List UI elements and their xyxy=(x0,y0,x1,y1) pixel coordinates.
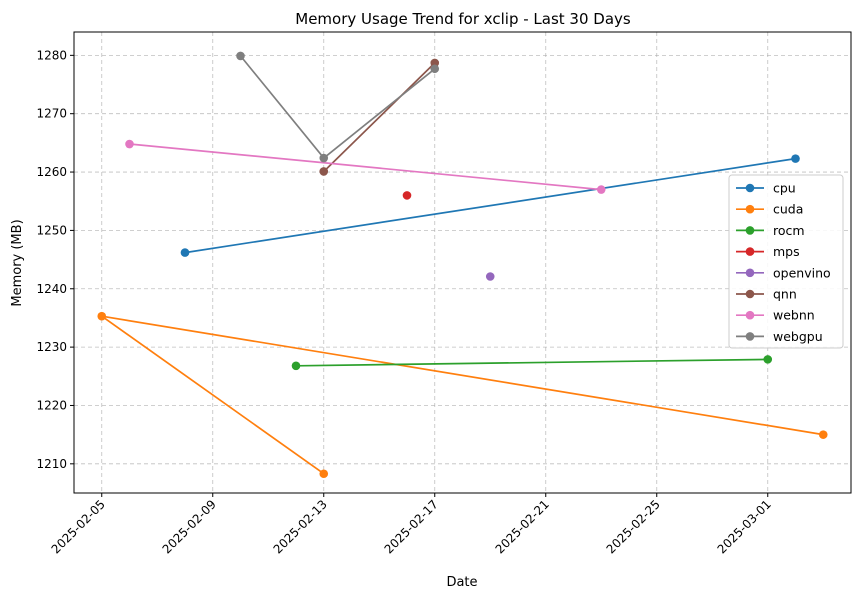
data-point-webgpu xyxy=(319,153,329,163)
x-tick-label: 2025-02-21 xyxy=(493,497,552,556)
series-rocm xyxy=(291,355,773,371)
x-axis-label: Date xyxy=(446,575,477,590)
legend-item-qnn: qnn xyxy=(736,287,797,302)
y-tick-label: 1280 xyxy=(36,48,67,62)
legend-label: openvino xyxy=(773,265,831,280)
data-point-openvino xyxy=(485,272,495,281)
data-point-cuda xyxy=(818,430,828,439)
x-tick-label: 2025-03-01 xyxy=(715,497,774,556)
y-axis-label: Memory (MB) xyxy=(10,219,25,306)
series-openvino xyxy=(485,272,495,281)
series-line-webgpu xyxy=(239,55,436,160)
data-point-cuda xyxy=(97,311,107,321)
data-point-webnn xyxy=(125,139,134,149)
plot-frame xyxy=(73,31,852,494)
y-tick-label: 1240 xyxy=(36,282,67,296)
y-tick-label: 1220 xyxy=(36,398,67,412)
series-webnn xyxy=(125,139,606,194)
legend-label: cuda xyxy=(773,202,803,217)
legend: cpu cuda rocm mps openvino qnn webnn webgpu xyxy=(728,174,844,349)
legend-swatch-marker xyxy=(745,332,755,341)
y-axis-ticks: 1210 1220 1230 1240 1250 1260 1270 1280 xyxy=(36,48,74,471)
series-cpu xyxy=(180,154,800,257)
data-point-mps xyxy=(402,191,412,200)
legend-label: rocm xyxy=(773,223,805,238)
data-point-qnn xyxy=(319,167,329,176)
legend-item-webnn: webnn xyxy=(736,308,815,323)
legend-item-cpu: cpu xyxy=(736,181,796,196)
data-point-cpu xyxy=(180,248,190,257)
x-tick-label: 2025-02-17 xyxy=(382,497,441,556)
data-point-webgpu xyxy=(430,64,440,74)
legend-item-webgpu: webgpu xyxy=(736,329,823,344)
legend-label: webnn xyxy=(773,308,815,323)
legend-item-openvino: openvino xyxy=(736,265,831,280)
legend-label: qnn xyxy=(773,287,797,302)
series-mps xyxy=(402,191,412,200)
data-point-cpu xyxy=(791,154,800,163)
x-tick-label: 2025-02-05 xyxy=(49,497,108,556)
legend-swatch-marker xyxy=(745,204,755,214)
y-tick-label: 1260 xyxy=(36,165,67,179)
series-line-rocm xyxy=(295,358,768,367)
legend-swatch-marker xyxy=(745,289,755,299)
legend-swatch-marker xyxy=(745,310,755,320)
data-point-rocm xyxy=(291,361,301,371)
series-qnn xyxy=(319,58,440,176)
legend-box xyxy=(728,174,844,349)
legend-label: mps xyxy=(773,244,800,259)
data-point-webgpu xyxy=(236,51,245,61)
data-point-rocm xyxy=(763,355,773,364)
legend-item-cuda: cuda xyxy=(736,202,803,217)
data-point-webnn xyxy=(596,185,606,194)
legend-swatch-marker xyxy=(745,226,755,235)
series-line-webnn xyxy=(129,143,602,191)
data-point-cuda xyxy=(319,469,329,479)
series-cuda xyxy=(97,311,828,479)
series-layer xyxy=(97,51,828,479)
legend-swatch-marker xyxy=(745,183,755,193)
x-axis-ticks: 2025-02-05 2025-02-09 2025-02-13 2025-02-17… xyxy=(49,493,774,556)
legend-label: cpu xyxy=(773,181,796,196)
y-tick-label: 1210 xyxy=(36,457,67,471)
series-line-cuda xyxy=(101,315,824,475)
grid xyxy=(74,32,851,493)
series-line-cpu xyxy=(184,157,796,254)
legend-swatch-marker xyxy=(745,247,755,256)
y-tick-label: 1270 xyxy=(36,107,67,121)
x-tick-label: 2025-02-25 xyxy=(604,497,663,556)
legend-swatch-marker xyxy=(745,268,755,278)
y-tick-label: 1230 xyxy=(36,340,67,354)
chart-title: Memory Usage Trend for xclip - Last 30 D… xyxy=(295,10,631,28)
series-line-qnn xyxy=(323,62,436,173)
x-tick-label: 2025-02-09 xyxy=(160,497,219,556)
y-tick-label: 1250 xyxy=(36,223,67,237)
legend-item-rocm: rocm xyxy=(736,223,805,238)
legend-item-mps: mps xyxy=(736,244,800,259)
series-webgpu xyxy=(236,51,440,163)
x-tick-label: 2025-02-13 xyxy=(271,497,330,556)
legend-label: webgpu xyxy=(773,329,823,344)
